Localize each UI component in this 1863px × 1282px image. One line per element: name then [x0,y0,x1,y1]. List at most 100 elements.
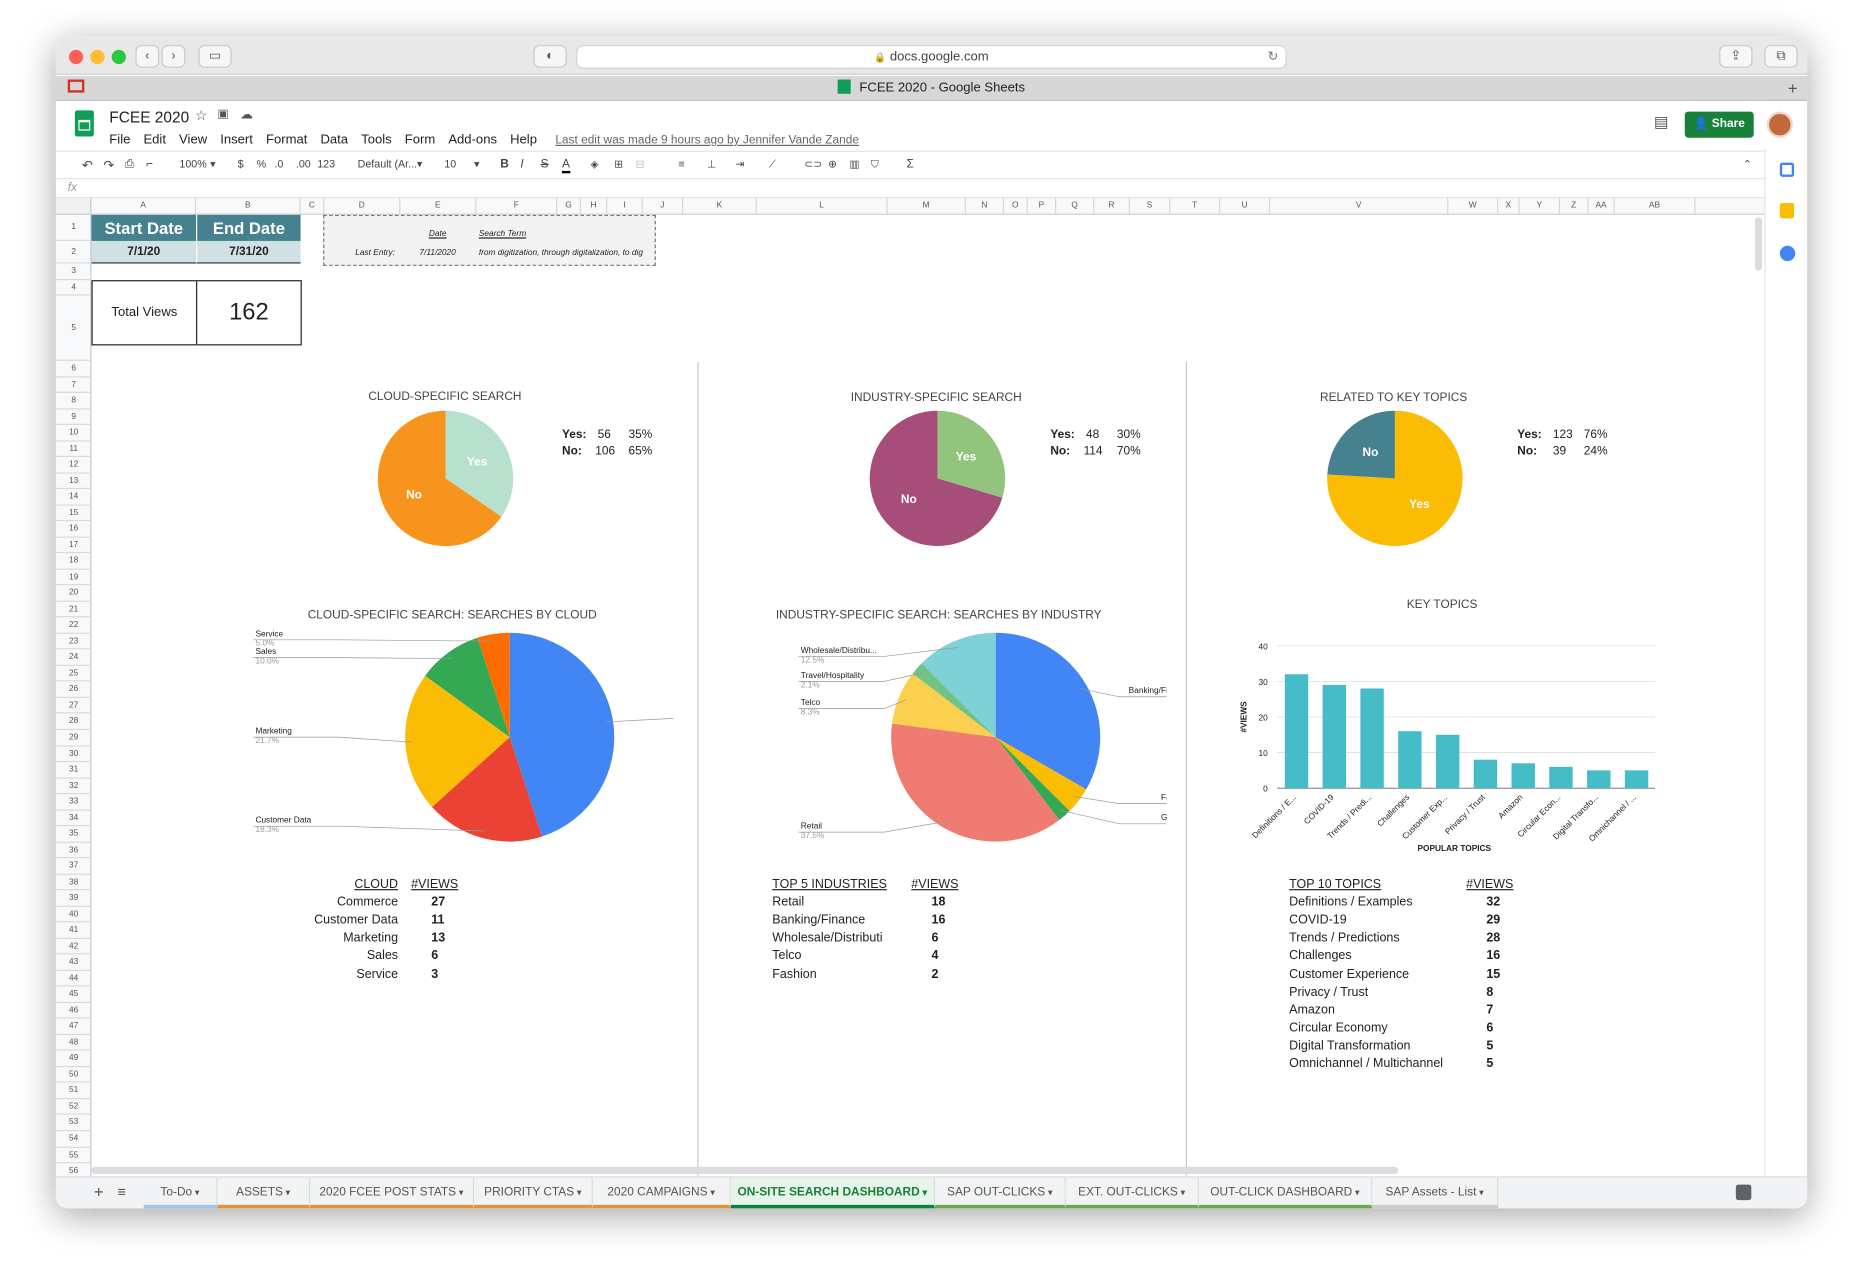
bar[interactable] [1284,674,1309,789]
table-row-name[interactable]: Challenges [1289,948,1352,964]
bar[interactable] [1511,763,1535,789]
row-header-47[interactable]: 47 [55,1019,92,1035]
row-header-18[interactable]: 18 [55,553,92,570]
sheet-tab-ext-out-clicks[interactable]: EXT. OUT-CLICKS ▾ [1065,1177,1199,1209]
column-header-M[interactable]: M [888,198,966,215]
zoom-select[interactable]: 100% [179,157,207,170]
table-row-name[interactable]: Retail [772,895,805,910]
row-header-14[interactable]: 14 [55,489,92,506]
sheet-tab-priority-ctas[interactable]: PRIORITY CTAS ▾ [474,1177,593,1209]
pie-slice-fashion[interactable] [995,737,1087,812]
share-button[interactable]: 👤 Share [1684,111,1754,138]
sheets-logo-icon[interactable] [74,110,94,137]
table-row-name[interactable]: Customer Data [314,913,399,928]
row-header-20[interactable]: 20 [55,586,92,602]
menu-view[interactable]: View [179,132,208,148]
cloud-yes-no-pie[interactable]: Yes No [374,407,517,549]
insert-link-icon[interactable]: ⊂⊃ [804,157,823,170]
table-row-value[interactable]: 15 [1486,966,1501,982]
menu-tools[interactable]: Tools [361,132,392,148]
table-row-name[interactable]: Banking/Finance [772,913,866,928]
column-header-D[interactable]: D [324,198,401,215]
row-header-9[interactable]: 9 [55,409,92,426]
table-row-value[interactable]: 6 [1486,1020,1494,1035]
percent-button[interactable]: % [256,157,267,170]
row-header-35[interactable]: 35 [55,826,92,843]
doc-title[interactable]: FCEE 2020 [109,108,190,126]
formula-bar[interactable]: fx [55,179,1765,199]
bar[interactable] [1624,770,1649,789]
star-icon[interactable]: ☆ [194,106,208,124]
select-all-corner[interactable] [55,198,92,215]
zoom-dropdown-icon[interactable]: ▾ [210,157,216,170]
cloud-status-icon[interactable]: ☁ [240,108,254,123]
avatar[interactable] [1766,111,1793,138]
chevron-down-icon[interactable]: ▾ [919,1187,928,1198]
pie-slice-yes[interactable] [1327,410,1463,547]
column-header-H[interactable]: H [581,198,608,215]
table-row-value[interactable]: 11 [431,913,445,928]
column-header-N[interactable]: N [966,198,1004,215]
row-header-2[interactable]: 2 [55,241,92,264]
end-date-header[interactable]: End Date [196,214,301,241]
filter-icon[interactable]: ⛉ [870,157,879,170]
sheet-tab-on-site-search-dashboard[interactable]: ON-SITE SEARCH DASHBOARD ▾ [730,1177,936,1209]
table-row-value[interactable]: 7 [1486,1002,1494,1017]
column-header-A[interactable]: A [91,198,197,215]
row-header-43[interactable]: 43 [55,955,92,971]
vertical-align-icon[interactable]: ⊥ [706,157,717,170]
end-date-value[interactable]: 7/31/20 [196,240,301,264]
table-row-name[interactable]: Commerce [337,895,399,910]
table-row-name[interactable]: Marketing [343,930,399,946]
column-header-AB[interactable]: AB [1615,198,1696,215]
row-header-3[interactable]: 3 [55,264,92,280]
row-header-26[interactable]: 26 [55,682,92,698]
pie-slice-telco[interactable] [891,673,996,738]
column-header-R[interactable]: R [1094,198,1130,215]
undo-icon[interactable]: ↶ [81,159,93,174]
currency-button[interactable]: $ [237,157,244,170]
menu-help[interactable]: Help [510,132,537,148]
row-header-10[interactable]: 10 [55,425,92,442]
minimize-window-button[interactable] [90,49,105,65]
row-header-55[interactable]: 55 [55,1147,92,1164]
table-row-value[interactable]: 27 [431,895,446,910]
column-header-Y[interactable]: Y [1520,198,1561,215]
menu-edit[interactable]: Edit [143,132,166,148]
pie-slice-service[interactable] [477,632,510,738]
row-header-19[interactable]: 19 [55,570,92,586]
more-formats-button[interactable]: 123 [317,157,336,170]
chevron-down-icon[interactable]: ▾ [1045,1187,1053,1198]
bar[interactable] [1587,770,1611,789]
table-header-label[interactable]: TOP 5 INDUSTRIES [772,877,887,892]
row-header-11[interactable]: 11 [55,441,92,458]
bar[interactable] [1322,684,1347,789]
calendar-icon[interactable] [1779,162,1795,177]
zoom-window-button[interactable] [111,49,126,65]
pie-slice-no[interactable] [377,410,502,547]
text-rotate-icon[interactable]: ⟋ [768,157,777,170]
functions-button[interactable]: Σ [906,157,914,171]
tasks-icon[interactable] [1779,245,1796,262]
pie-slice-customer-data[interactable] [432,737,543,842]
vertical-scrollbar[interactable] [1754,217,1763,271]
back-icon[interactable]: ‹ [135,45,160,68]
row-header-27[interactable]: 27 [55,698,92,714]
pie-slice-yes[interactable] [937,410,1006,498]
table-row-value[interactable]: 32 [1486,895,1501,910]
sheet-grid[interactable]: Start Date End Date 7/1/20 7/31/20 Date … [91,214,1765,1177]
paint-format-icon[interactable]: ⌐ [146,157,154,171]
menu-form[interactable]: Form [404,132,436,148]
insert-comment-icon[interactable]: ⊕ [828,157,838,170]
row-header-38[interactable]: 38 [55,874,92,891]
row-header-4[interactable]: 4 [55,280,92,296]
chevron-down-icon[interactable]: ▾ [707,1187,715,1198]
bar[interactable] [1473,759,1498,789]
table-row-value[interactable]: 6 [431,948,439,964]
column-header-K[interactable]: K [683,198,757,215]
chevron-down-icon[interactable]: ▾ [192,1187,200,1198]
table-header-views[interactable]: #VIEWS [911,877,959,892]
total-views-label[interactable]: Total Views [93,281,198,345]
table-row-value[interactable]: 29 [1486,913,1501,928]
keep-icon[interactable] [1779,202,1795,219]
